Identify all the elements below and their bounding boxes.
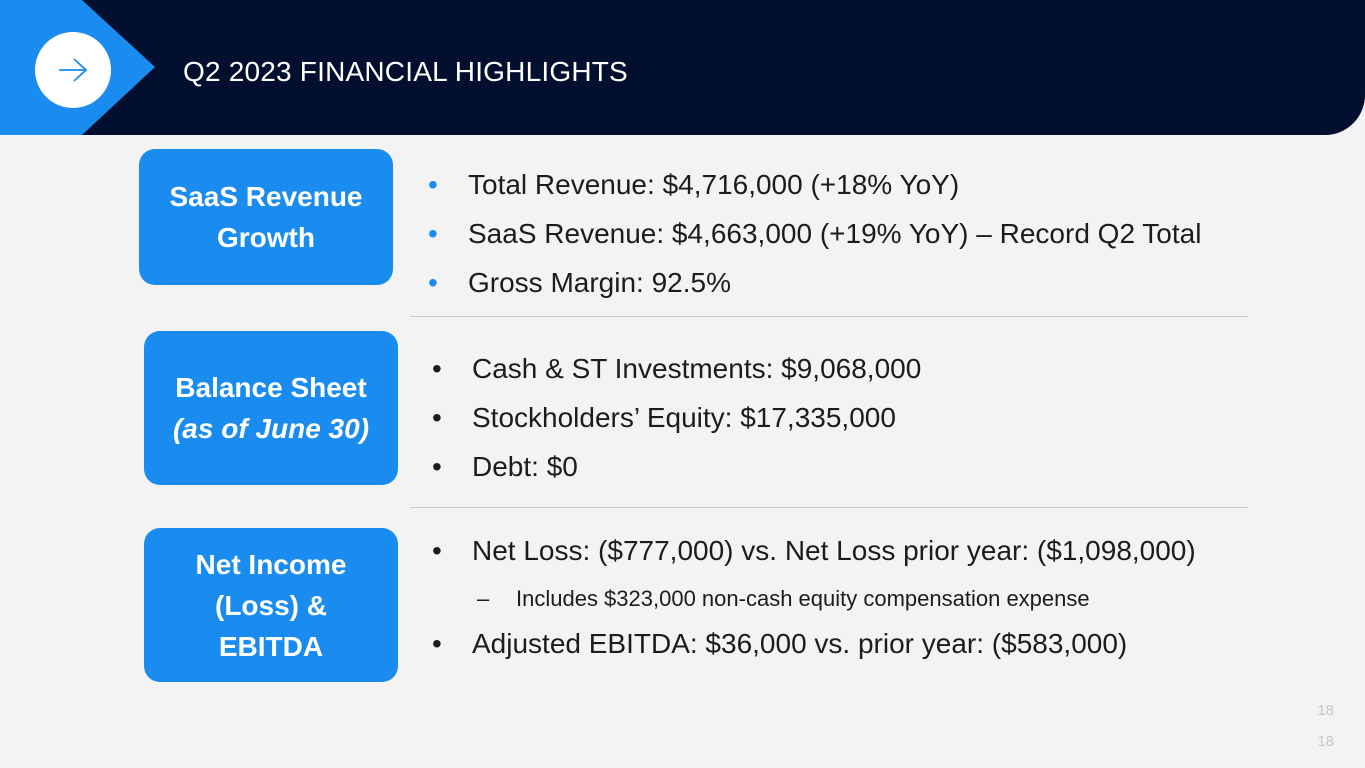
label-line: (Loss) & [215,589,327,621]
bullet-text: Net Loss: ($777,000) vs. Net Loss prior … [472,535,1196,566]
bullet-text: Adjusted EBITDA: $36,000 vs. prior year:… [472,628,1128,659]
bullet-text: SaaS Revenue: $4,663,000 (+19% YoY) – Re… [468,218,1202,249]
divider [410,507,1248,508]
page-number: 18 [1317,702,1334,719]
bullet-glyph: • [432,628,442,659]
bullet-glyph: • [428,218,438,249]
bullet-glyph: • [428,169,438,200]
bullet-text: Cash & ST Investments: $9,068,000 [472,353,922,384]
sub-bullet-text: Includes $323,000 non-cash equity compen… [516,586,1090,611]
bullet-glyph: • [432,353,442,384]
bullet-glyph: • [432,535,442,566]
bullet-glyph: • [432,402,442,433]
bullet-text: Gross Margin: 92.5% [468,267,731,298]
label-net-income: Net Income (Loss) & EBITDA [144,528,398,682]
label-saas-revenue-growth: SaaS Revenue Growth [139,149,393,285]
arrow-right-icon [35,32,111,108]
label-balance-sheet: Balance Sheet (as of June 30) [144,331,398,485]
page-number: 18 [1317,733,1334,750]
label-line-italic: (as of June 30) [172,413,370,444]
dash-glyph: – [477,586,490,611]
divider [410,316,1248,317]
bullet-text: Total Revenue: $4,716,000 (+18% YoY) [468,169,960,200]
label-line: EBITDA [218,630,324,662]
bullet-text: Debt: $0 [472,451,578,482]
label-line: SaaS Revenue [169,181,363,212]
label-line: Balance Sheet [175,372,367,403]
bullet-glyph: • [432,451,442,482]
bullet-glyph: • [428,267,438,298]
bullet-text: Stockholders’ Equity: $17,335,000 [472,402,896,433]
label-line: Net Income [195,548,347,580]
label-line: Growth [217,222,315,253]
page-title: Q2 2023 FINANCIAL HIGHLIGHTS [183,56,628,87]
header-bar: Q2 2023 FINANCIAL HIGHLIGHTS [0,0,1365,135]
